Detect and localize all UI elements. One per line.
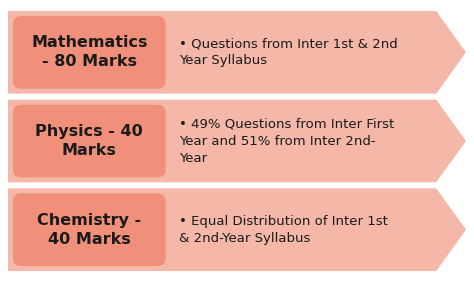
Polygon shape (8, 188, 466, 271)
Text: Physics - 40
Marks: Physics - 40 Marks (36, 124, 143, 158)
FancyBboxPatch shape (13, 193, 165, 266)
Text: • Equal Distribution of Inter 1st
& 2nd-Year Syllabus: • Equal Distribution of Inter 1st & 2nd-… (179, 215, 387, 245)
Text: • Questions from Inter 1st & 2nd
Year Syllabus: • Questions from Inter 1st & 2nd Year Sy… (179, 37, 397, 67)
FancyBboxPatch shape (13, 105, 165, 177)
Text: Mathematics
- 80 Marks: Mathematics - 80 Marks (31, 35, 147, 69)
Polygon shape (8, 100, 466, 182)
Text: • 49% Questions from Inter First
Year and 51% from Inter 2nd-
Year: • 49% Questions from Inter First Year an… (179, 118, 394, 164)
Polygon shape (8, 11, 466, 94)
Text: Chemistry -
40 Marks: Chemistry - 40 Marks (37, 213, 141, 247)
FancyBboxPatch shape (13, 16, 165, 89)
